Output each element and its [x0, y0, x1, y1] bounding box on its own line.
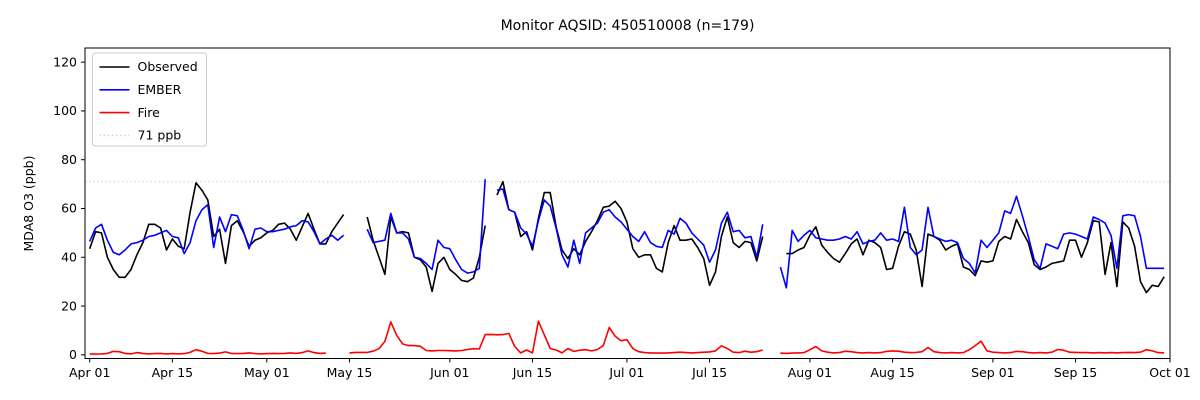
x-axis: Apr 01 Apr 15 May 01 May 15 Jun 01 Jun 15 Jul …: [69, 358, 1191, 380]
legend-label-ember: EMBER: [138, 82, 182, 97]
y-axis: 0 20 40 60 80 100 120: [53, 54, 85, 362]
x-tick-label: Jul 15: [691, 365, 727, 380]
observed-line: [88, 180, 1165, 294]
y-tick-label: 0: [69, 347, 77, 362]
ember-line: [88, 179, 1165, 289]
x-tick-label: Sep 15: [1054, 365, 1097, 380]
x-tick-label: Jul 01: [608, 365, 644, 380]
chart-title: Monitor AQSID: 450510008 (n=179): [501, 18, 755, 34]
legend-label-71-ppb: 71 ppb: [138, 128, 182, 143]
x-tick-label: Jun 15: [512, 365, 552, 380]
x-tick-label: Apr 01: [69, 365, 111, 380]
legend-label-observed: Observed: [138, 59, 198, 74]
fire-line: [89, 320, 1165, 355]
x-tick-label: Sep 01: [971, 365, 1014, 380]
y-tick-label: 120: [53, 54, 77, 69]
x-tick-label: Aug 15: [870, 365, 914, 380]
x-tick-label: Oct 01: [1149, 365, 1191, 380]
x-tick-label: Aug 01: [788, 365, 832, 380]
plot-area: [84, 47, 1171, 359]
y-tick-label: 20: [61, 298, 77, 313]
legend-box: [92, 52, 207, 147]
series-lines: [88, 179, 1165, 355]
x-tick-label: May 15: [327, 365, 373, 380]
y-tick-label: 80: [61, 152, 77, 167]
y-axis-label: MDA8 O3 (ppb): [21, 156, 36, 252]
x-tick-label: May 01: [244, 365, 290, 380]
legend: Observed EMBER Fire 71 ppb: [92, 52, 207, 147]
y-tick-label: 100: [53, 103, 77, 118]
x-tick-label: Jun 01: [429, 365, 469, 380]
y-tick-label: 60: [61, 201, 77, 216]
x-tick-label: Apr 15: [152, 365, 194, 380]
legend-label-fire: Fire: [138, 105, 161, 120]
y-tick-label: 40: [61, 249, 77, 264]
